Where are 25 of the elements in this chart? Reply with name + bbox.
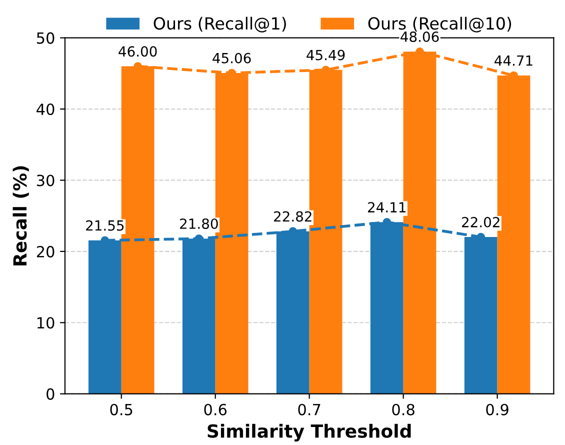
data-label: 46.00 bbox=[118, 46, 157, 57]
y-tick-label: 0 bbox=[46, 388, 54, 400]
x-tick-label: 0.9 bbox=[486, 404, 508, 416]
y-tick-label: 50 bbox=[36, 32, 54, 44]
x-tick-label: 0.7 bbox=[298, 404, 320, 416]
legend-label: Ours (Recall@1) bbox=[154, 16, 286, 32]
y-axis-title: Recall (%) bbox=[12, 166, 29, 266]
data-label: 21.80 bbox=[180, 218, 218, 229]
data-label: 24.11 bbox=[368, 202, 406, 212]
data-label: 44.71 bbox=[494, 56, 532, 66]
data-label: 45.49 bbox=[306, 50, 345, 60]
data-label: 21.55 bbox=[86, 220, 124, 231]
data-label: 22.82 bbox=[274, 211, 312, 222]
y-tick-label: 10 bbox=[37, 317, 54, 329]
y-tick-label: 40 bbox=[36, 103, 54, 116]
data-label: 48.06 bbox=[400, 31, 439, 42]
y-tick-label: 20 bbox=[36, 246, 54, 258]
data-label: 22.02 bbox=[462, 216, 500, 228]
x-tick-label: 0.8 bbox=[392, 404, 414, 416]
x-axis-title: Similarity Threshold bbox=[208, 424, 411, 442]
data-label: 45.06 bbox=[212, 52, 251, 64]
legend-label: Ours (Recall@10) bbox=[368, 16, 512, 32]
x-tick-label: 0.6 bbox=[204, 404, 227, 416]
x-tick-label: 0.5 bbox=[110, 404, 132, 416]
y-tick-label: 30 bbox=[36, 174, 54, 186]
